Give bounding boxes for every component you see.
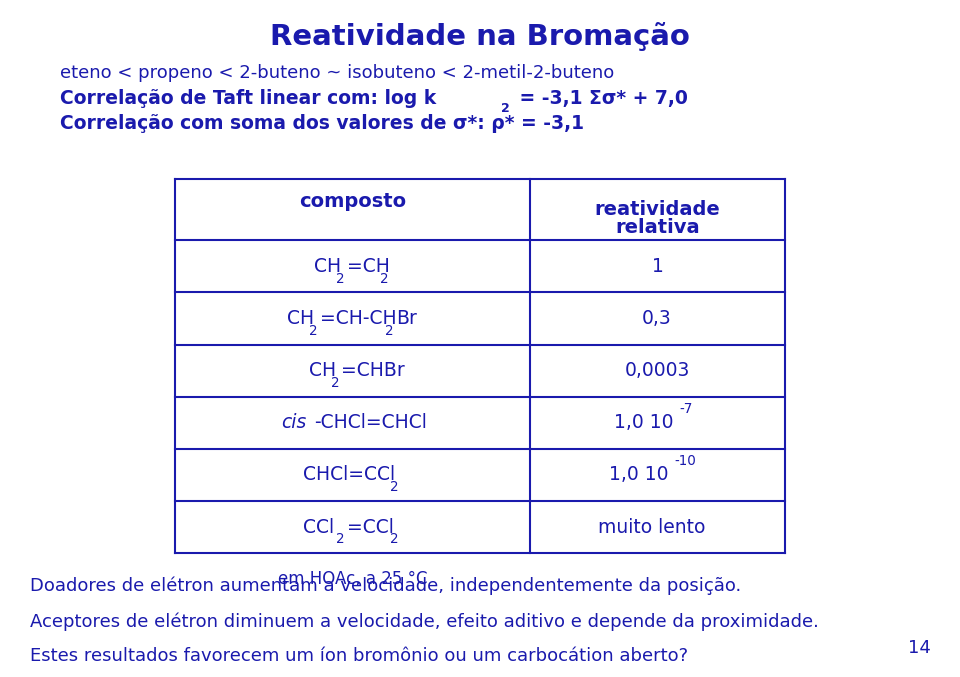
Text: CHCl=CCl: CHCl=CCl: [303, 465, 396, 485]
Text: muito lento: muito lento: [598, 517, 706, 537]
Text: Aceptores de elétron diminuem a velocidade, efeito aditivo e depende da proximid: Aceptores de elétron diminuem a velocida…: [30, 613, 819, 631]
Text: 14: 14: [908, 638, 931, 657]
Text: relativa: relativa: [615, 218, 700, 237]
Text: 2: 2: [385, 324, 394, 338]
Text: eteno < propeno < 2-buteno ~ isobuteno < 2-metil-2-buteno: eteno < propeno < 2-buteno ~ isobuteno <…: [60, 64, 614, 83]
Text: = -3,1 Σσ* + 7,0: = -3,1 Σσ* + 7,0: [513, 89, 687, 108]
Text: em HOAc, a 25 °C: em HOAc, a 25 °C: [277, 570, 427, 588]
Text: Reatividade na Bromação: Reatividade na Bromação: [270, 22, 690, 51]
Text: 2: 2: [336, 271, 345, 286]
Text: CCl: CCl: [303, 517, 334, 537]
Text: -CHCl=CHCl: -CHCl=CHCl: [314, 413, 427, 433]
Text: 1,0 10: 1,0 10: [614, 413, 674, 433]
Text: 1,0 10: 1,0 10: [609, 465, 668, 485]
Text: 1: 1: [652, 257, 664, 276]
Text: 2: 2: [309, 324, 318, 338]
Text: =CH-CH: =CH-CH: [320, 309, 396, 328]
Text: 2: 2: [336, 532, 345, 546]
Text: =CHBr: =CHBr: [342, 361, 405, 380]
Text: Doadores de elétron aumentam a velocidade, independentemente da posição.: Doadores de elétron aumentam a velocidad…: [30, 577, 741, 595]
Text: Br: Br: [396, 309, 417, 328]
Text: cis: cis: [281, 413, 307, 433]
Text: =CCl: =CCl: [347, 517, 394, 537]
Text: Correlação de Taft linear com: log k: Correlação de Taft linear com: log k: [60, 89, 437, 108]
Text: Correlação com soma dos valores de σ*: ρ* = -3,1: Correlação com soma dos valores de σ*: ρ…: [60, 114, 585, 133]
Text: -7: -7: [680, 402, 693, 416]
Text: CH: CH: [287, 309, 314, 328]
Text: 2: 2: [391, 532, 399, 546]
Text: reatividade: reatividade: [595, 200, 720, 219]
Text: 2: 2: [379, 271, 388, 286]
Text: composto: composto: [299, 192, 406, 211]
Text: 2: 2: [330, 376, 339, 390]
Text: -10: -10: [674, 454, 696, 468]
Text: 2: 2: [501, 102, 510, 114]
Text: 0,0003: 0,0003: [625, 361, 690, 380]
Text: CH: CH: [314, 257, 342, 276]
Text: CH: CH: [309, 361, 336, 380]
Text: 2: 2: [391, 480, 399, 494]
Text: =CH: =CH: [347, 257, 390, 276]
Text: 0,3: 0,3: [641, 309, 671, 328]
Text: Estes resultados favorecem um íon bromônio ou um carbocátion aberto?: Estes resultados favorecem um íon bromôn…: [30, 647, 688, 665]
